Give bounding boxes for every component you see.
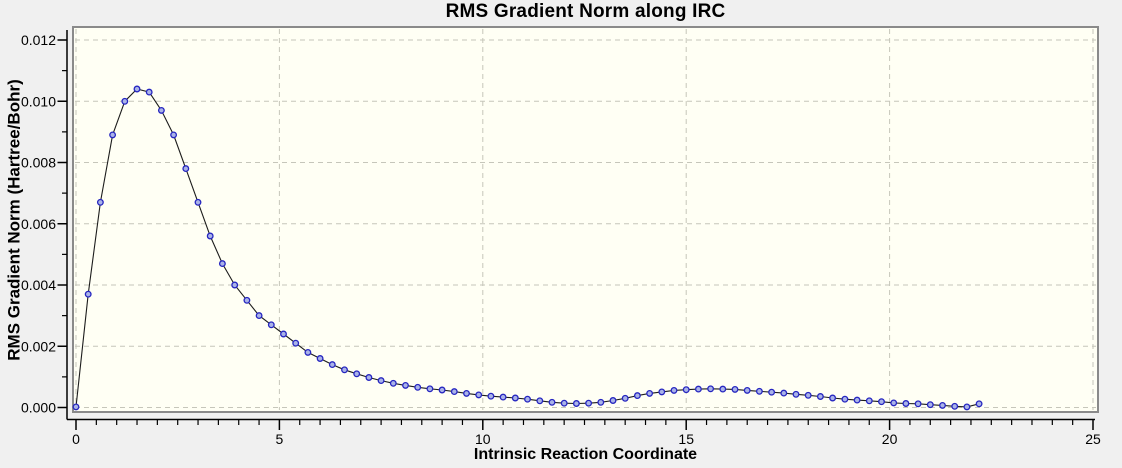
data-point — [902, 400, 910, 407]
x-tick-label: 20 — [882, 431, 898, 447]
data-point — [792, 390, 800, 398]
data-point — [316, 355, 324, 362]
data-point — [255, 312, 263, 320]
data-point — [389, 379, 397, 387]
data-point — [450, 388, 458, 396]
data-point — [878, 398, 885, 406]
data-point — [280, 330, 287, 338]
data-point — [621, 394, 629, 402]
data-point — [963, 403, 971, 411]
data-point — [328, 361, 336, 369]
data-point — [707, 385, 715, 393]
data-point — [463, 389, 470, 397]
data-point — [511, 394, 519, 402]
data-point — [121, 97, 129, 105]
data-point — [731, 385, 739, 393]
plot-border — [72, 26, 1099, 413]
data-point — [426, 385, 434, 393]
data-point — [658, 388, 666, 396]
data-point — [585, 399, 593, 407]
data-point — [853, 396, 861, 404]
data-point — [536, 397, 544, 405]
y-tick-label: 0.006 — [21, 216, 56, 232]
x-tick-label: 15 — [678, 431, 694, 447]
data-point — [768, 388, 776, 396]
data-point — [633, 392, 641, 400]
data-point — [670, 386, 678, 394]
data-point — [597, 398, 605, 406]
data-point — [84, 290, 92, 298]
data-point — [438, 386, 446, 394]
x-axis-ticks: 0 5 10 15 20 25 — [72, 419, 1101, 447]
plot-background — [73, 27, 1098, 412]
data-point — [609, 397, 617, 404]
data-point — [499, 393, 507, 401]
x-tick-label: 0 — [72, 431, 80, 447]
data-point — [72, 403, 80, 411]
data-point — [243, 296, 251, 304]
y-tick-label: 0.010 — [21, 93, 56, 109]
x-tick-label: 10 — [475, 431, 491, 447]
data-point — [365, 374, 373, 381]
y-tick-label: 0.008 — [21, 155, 56, 171]
data-point — [719, 385, 727, 393]
data-point — [414, 383, 422, 391]
data-point — [829, 394, 837, 402]
data-point — [96, 198, 104, 206]
data-point — [914, 400, 922, 408]
data-point — [816, 393, 824, 400]
data-point — [157, 106, 165, 114]
data-point — [145, 88, 153, 96]
y-axis-ticks: 0.000 0.002 0.004 0.006 0.008 0.010 0.012 — [21, 32, 67, 416]
x-tick-label: 25 — [1085, 431, 1101, 447]
data-point — [780, 389, 788, 397]
data-point — [890, 399, 898, 407]
data-point — [487, 392, 495, 400]
data-point — [377, 377, 385, 385]
data-point — [231, 281, 239, 289]
data-point — [548, 398, 556, 406]
data-point — [182, 165, 190, 173]
data-point — [951, 402, 959, 410]
y-tick-label: 0.002 — [21, 338, 56, 354]
data-point — [694, 385, 702, 393]
data-point — [975, 400, 983, 408]
data-point — [743, 386, 751, 394]
data-point — [341, 366, 348, 374]
data-point — [353, 370, 361, 378]
data-point — [133, 85, 141, 93]
data-point — [475, 391, 483, 399]
data-point — [218, 260, 226, 268]
data-point — [865, 397, 873, 405]
data-point — [194, 198, 202, 206]
data-point — [682, 386, 690, 394]
data-point — [841, 395, 849, 403]
chart-title: RMS Gradient Norm along IRC — [445, 1, 726, 22]
data-point — [109, 131, 117, 139]
gridlines — [75, 29, 1096, 410]
data-point — [524, 395, 531, 403]
data-point — [755, 387, 763, 395]
y-tick-label: 0.012 — [21, 32, 56, 48]
x-axis-title: Intrinsic Reaction Coordinate — [473, 446, 698, 463]
x-tick-label: 5 — [276, 431, 284, 447]
data-point — [267, 321, 275, 329]
data-point — [560, 399, 568, 407]
data-point — [304, 348, 312, 356]
data-point — [926, 401, 934, 409]
data-point — [292, 339, 300, 347]
y-tick-label: 0.000 — [21, 400, 56, 416]
data-point — [939, 401, 946, 409]
data-point — [646, 389, 654, 397]
series-markers — [72, 85, 983, 411]
y-tick-label: 0.004 — [21, 277, 56, 293]
data-point — [206, 232, 214, 240]
data-point — [572, 400, 580, 407]
data-point — [170, 131, 178, 139]
data-point — [804, 391, 812, 399]
data-point — [402, 381, 409, 389]
